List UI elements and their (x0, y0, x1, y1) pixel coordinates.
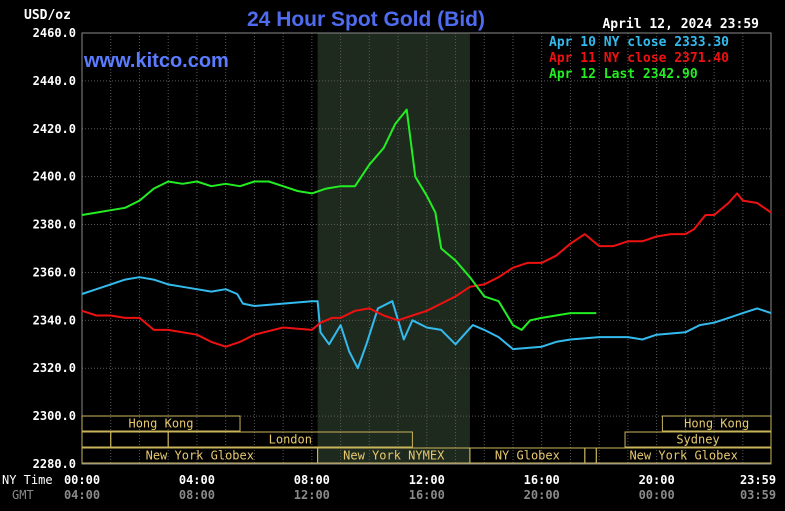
session-label-8: Hong Kong (684, 417, 749, 431)
y-tick-label-4: 2360.0 (33, 265, 76, 279)
session-box-0 (81, 415, 241, 432)
session-label-5: New York NYMEX (343, 449, 445, 463)
session-label-3: London (269, 433, 312, 447)
y-tick-label-1: 2300.0 (33, 409, 76, 423)
chart-legend: Apr 10 NY close 2333.30 Apr 11 NY close … (549, 35, 729, 82)
series-line-1 (81, 192, 772, 348)
market-session-bars: Hong Kong London New York Globex New York N… (81, 415, 772, 464)
y-tick-label-2: 2320.0 (33, 361, 76, 375)
x-tick-ny-5: 20:00 (639, 473, 675, 487)
x-tick-ny-4: 16:00 (524, 473, 560, 487)
y-axis-tick-labels: 2280.0 2300.0 2320.0 2340.0 2360.0 2380.0 2400… (33, 26, 76, 471)
y-tick-label-9: 2460.0 (33, 26, 76, 40)
y-tick-label-7: 2420.0 (33, 122, 76, 136)
session-label-9: Sydney (676, 433, 719, 447)
legend-apr10: Apr 10 NY close 2333.30 (549, 35, 729, 50)
watermark: www.kitco.com (83, 50, 229, 72)
session-box-3 (167, 431, 413, 448)
x-tick-ny-3: 12:00 (409, 473, 445, 487)
chart-title: 24 Hour Spot Gold (Bid) (247, 8, 485, 31)
y-tick-label-0: 2280.0 (33, 457, 76, 471)
x-tick-gmt-2: 12:00 (294, 488, 330, 502)
series-line-0 (81, 276, 772, 370)
y-tick-label-8: 2440.0 (33, 74, 76, 88)
legend-apr12: Apr 12 Last 2342.90 (549, 67, 698, 82)
x-axis-tick-labels: 00:0004:0004:0008:0008:0012:0012:0016:00… (64, 473, 776, 502)
x-tick-ny-6: 23:59 (740, 473, 776, 487)
x-tick-gmt-0: 04:00 (64, 488, 100, 502)
y-tick-label-6: 2400.0 (33, 170, 76, 184)
series-line-2 (81, 108, 597, 331)
nymex-session-shade (317, 33, 470, 464)
x-tick-gmt-1: 08:00 (179, 488, 215, 502)
y-tick-label-5: 2380.0 (33, 218, 76, 232)
session-box-10 (595, 447, 772, 464)
session-label-0: Hong Kong (128, 417, 193, 431)
x-tick-ny-2: 08:00 (294, 473, 330, 487)
legend-apr11: Apr 11 NY close 2371.40 (549, 51, 729, 66)
x-tick-ny-0: 00:00 (64, 473, 100, 487)
x-tick-gmt-4: 20:00 (524, 488, 560, 502)
price-series (81, 108, 772, 370)
plot-frame (81, 32, 772, 465)
nymex-shade-rect (317, 33, 470, 464)
x-tick-gmt-3: 16:00 (409, 488, 445, 502)
unit-label: USD/oz (24, 8, 71, 23)
gmt-label: GMT (12, 488, 34, 502)
session-label-6: NY Globex (495, 449, 560, 463)
session-label-10: New York Globex (629, 449, 737, 463)
session-box-9 (624, 431, 772, 448)
ny-time-label: NY Time (2, 473, 53, 487)
session-label-4: New York Globex (146, 449, 254, 463)
x-tick-gmt-6: 03:59 (740, 488, 776, 502)
chart-date: April 12, 2024 23:59 (602, 17, 759, 32)
session-box-8 (661, 415, 772, 432)
y-tick-label-3: 2340.0 (33, 313, 76, 327)
x-tick-gmt-5: 00:00 (639, 488, 675, 502)
x-tick-ny-1: 04:00 (179, 473, 215, 487)
